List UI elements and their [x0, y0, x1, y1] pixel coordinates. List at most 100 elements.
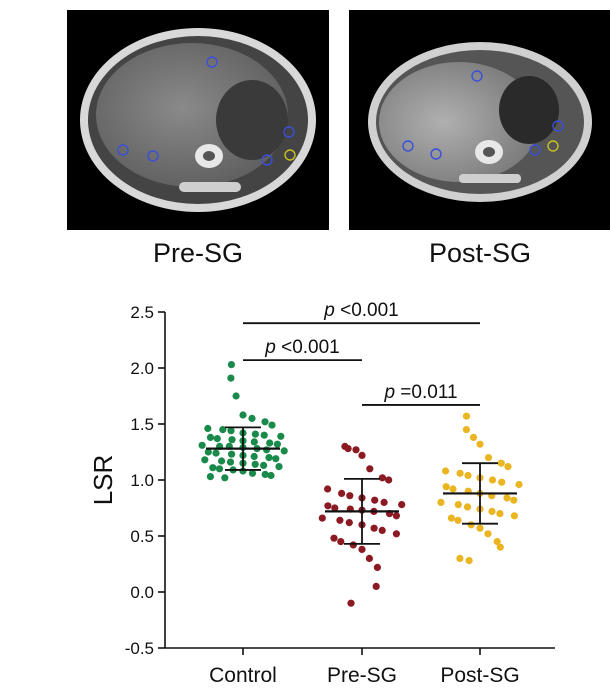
- data-point: [280, 447, 288, 455]
- ct-scan-pre: [80, 28, 316, 212]
- data-point: [331, 504, 339, 512]
- data-point: [206, 433, 215, 441]
- p-value: <0.001: [276, 337, 340, 358]
- data-point: [232, 392, 240, 400]
- roi-circle: [117, 144, 129, 156]
- data-point: [484, 530, 492, 538]
- roi-circle: [283, 126, 295, 138]
- data-point: [268, 421, 276, 429]
- x-tick-label: Post-SG: [440, 664, 519, 687]
- data-point: [345, 519, 353, 527]
- data-point: [337, 538, 345, 546]
- data-point: [209, 464, 217, 472]
- y-tick-label: 1.5: [130, 415, 154, 434]
- data-point: [378, 474, 386, 482]
- stomach-region: [499, 76, 559, 144]
- data-point: [260, 461, 268, 469]
- roi-circle-spleen: [547, 140, 559, 152]
- data-point: [465, 557, 473, 565]
- p-symbol: p: [323, 300, 335, 321]
- data-point: [221, 474, 229, 482]
- data-point: [213, 435, 221, 443]
- roi-circle: [471, 70, 483, 82]
- data-point: [371, 496, 379, 504]
- data-point: [239, 411, 247, 419]
- data-point: [227, 427, 235, 435]
- data-point: [248, 414, 256, 422]
- data-point: [370, 524, 378, 532]
- y-axis-label: LSR: [88, 455, 118, 506]
- roi-circle: [552, 120, 564, 132]
- ct-image-post-sg: [349, 10, 610, 230]
- data-point: [488, 476, 497, 484]
- data-point: [250, 452, 258, 461]
- data-point: [464, 471, 472, 480]
- data-point: [447, 514, 455, 522]
- data-point: [267, 471, 275, 480]
- data-point: [266, 439, 274, 447]
- ct-scan-post: [368, 42, 592, 202]
- p-value: =0.011: [395, 382, 458, 403]
- roi-circle: [529, 144, 541, 156]
- p-symbol: p: [383, 382, 395, 403]
- data-point: [352, 446, 360, 454]
- data-point: [496, 543, 504, 551]
- data-point: [454, 501, 462, 509]
- data-point: [398, 501, 406, 509]
- data-point: [462, 426, 470, 434]
- data-point: [463, 503, 472, 511]
- data-point: [349, 541, 357, 549]
- p-symbol: p: [264, 337, 276, 358]
- roi-circle-spleen: [284, 149, 296, 161]
- panel-label-post-sg: Post-SG: [428, 238, 532, 268]
- chart-marks: [198, 361, 523, 607]
- data-point: [456, 469, 464, 477]
- data-point: [261, 418, 269, 426]
- y-tick-label: 2.0: [130, 359, 154, 378]
- data-point: [228, 450, 236, 458]
- roi-circle: [430, 148, 442, 160]
- data-point: [385, 476, 393, 484]
- data-point: [510, 496, 518, 504]
- data-point: [261, 470, 269, 478]
- data-point: [215, 465, 224, 473]
- data-point: [462, 412, 471, 420]
- panel-label-pre-sg: Pre-SG: [152, 238, 244, 268]
- data-point: [510, 512, 518, 520]
- y-tick-label: 0.0: [130, 583, 154, 602]
- significance-label: p <0.001: [323, 300, 399, 321]
- y-tick-label: 0.5: [130, 527, 154, 546]
- y-tick-label: -0.5: [125, 639, 154, 658]
- data-point: [318, 514, 326, 522]
- data-point: [275, 463, 283, 471]
- lsr-scatter-chart: 2.5 2.0 1.5 1.0 0.5 0.0 -0.5 LSR Control Pre-SG Po…: [88, 300, 555, 687]
- y-tick-label: 2.5: [130, 303, 154, 322]
- data-point: [204, 424, 212, 433]
- data-point: [227, 361, 235, 369]
- significance-label: p <0.001: [264, 337, 340, 358]
- data-point: [437, 498, 445, 506]
- data-point: [449, 485, 457, 493]
- data-point: [344, 445, 352, 453]
- data-point: [336, 516, 344, 524]
- data-point: [380, 498, 388, 506]
- data-point: [346, 492, 354, 500]
- roi-circle: [206, 56, 218, 68]
- data-point: [515, 480, 523, 489]
- data-point: [250, 438, 258, 446]
- data-point: [219, 426, 227, 434]
- data-point: [358, 545, 366, 553]
- data-point: [218, 457, 226, 465]
- data-point: [338, 489, 346, 497]
- data-point: [212, 449, 220, 457]
- data-point: [504, 463, 512, 471]
- spinal-canal: [203, 151, 215, 161]
- data-point: [488, 507, 496, 515]
- data-point: [273, 440, 281, 448]
- data-point: [498, 478, 506, 486]
- roi-circle: [147, 150, 159, 162]
- data-point: [330, 534, 338, 542]
- data-point: [201, 456, 209, 464]
- data-point: [496, 510, 504, 518]
